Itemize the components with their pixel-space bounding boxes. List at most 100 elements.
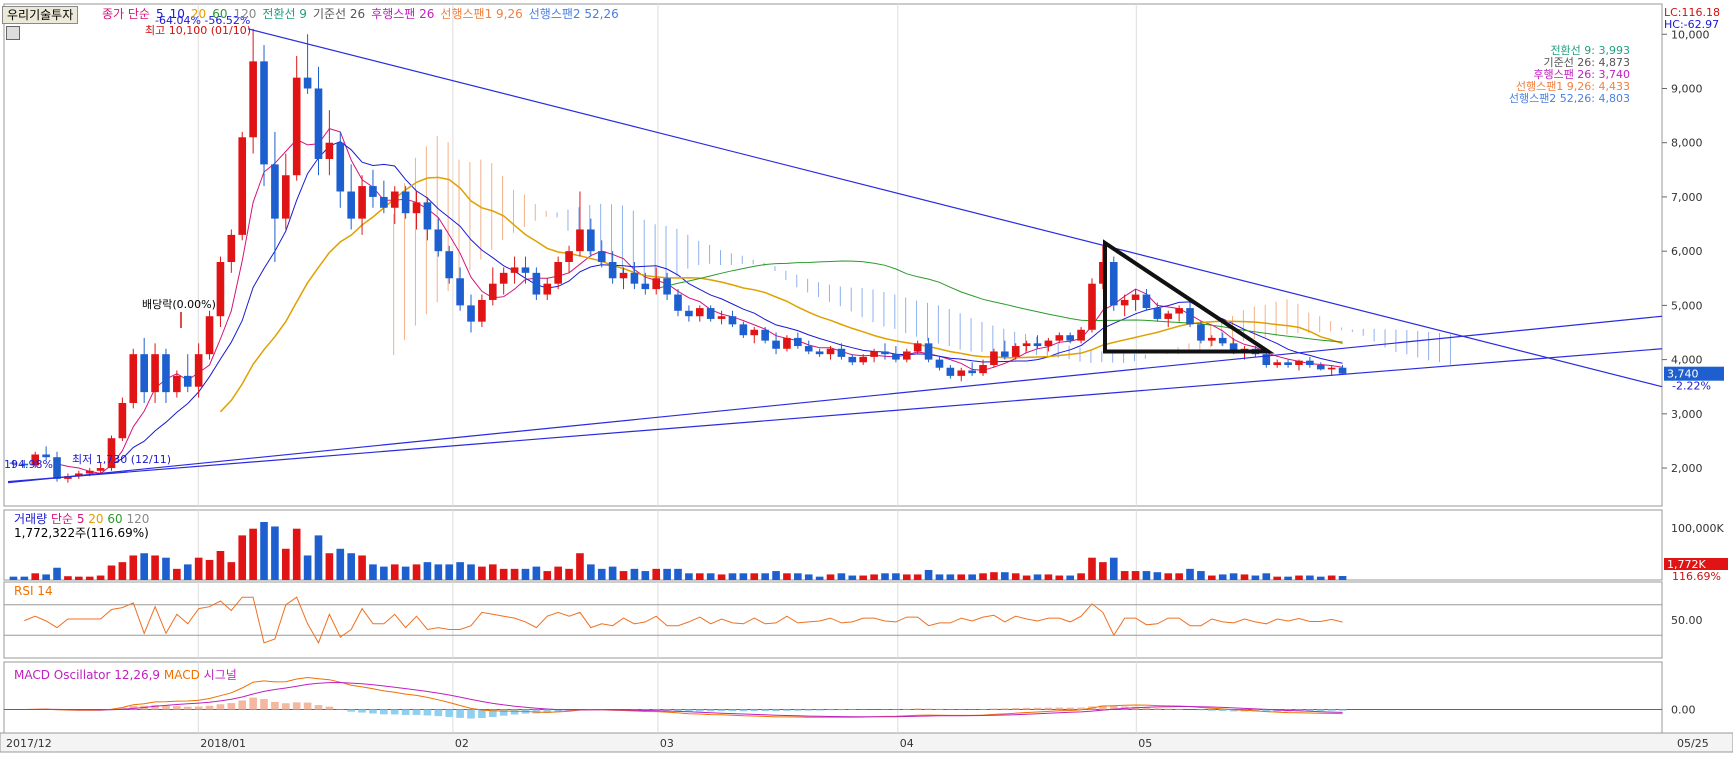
price-tick-label: 3,000 [1671, 408, 1703, 421]
macd-histogram-bar [1208, 709, 1216, 711]
candle-body [478, 299, 486, 322]
macd-histogram-bar [554, 709, 562, 712]
candle-body [64, 476, 72, 479]
volume-bar [815, 576, 824, 580]
ma60-line [656, 260, 1343, 343]
candle-body [902, 351, 911, 360]
candle-body [608, 262, 617, 279]
macd-histogram-bar [532, 709, 541, 714]
x-axis-label: 05/25 [1677, 737, 1709, 750]
volume-bar [761, 573, 769, 580]
candle-body [1044, 340, 1053, 347]
chart-settings-icon[interactable] [6, 26, 20, 40]
high-pct-annotation: -64.04% -56.52% [155, 14, 250, 27]
candle-body [31, 454, 40, 466]
candle-body [674, 294, 682, 311]
volume-bar [1327, 575, 1336, 580]
volume-legend-item: 20 [88, 512, 108, 526]
macd-histogram-bar [227, 703, 236, 710]
candle-body [706, 308, 715, 319]
candle-body [118, 402, 127, 439]
candle-body [739, 324, 748, 336]
volume-bar [1001, 572, 1009, 580]
macd-histogram-bar [358, 709, 366, 713]
dividend-annotation: 배당락(0.00%) [142, 298, 216, 311]
volume-bar [1153, 572, 1162, 580]
candle-body [1022, 343, 1031, 347]
candle-body [521, 267, 530, 273]
candle-body [1164, 313, 1173, 319]
volume-bar [772, 571, 780, 580]
macd-histogram-bar [325, 706, 334, 710]
candle-body [260, 61, 268, 165]
legend-item: 선행스팬1 9,26 [440, 7, 523, 21]
volume-bar [510, 568, 519, 580]
trend-line-up-1 [7, 348, 1663, 483]
candle-body [1088, 283, 1096, 330]
candle-body [107, 438, 116, 469]
volume-current-marker [1664, 558, 1728, 570]
candle-body [249, 61, 257, 138]
macd-histogram-bar [837, 709, 846, 711]
volume-bar [837, 573, 846, 580]
volume-current-pct: 116.69% [1672, 570, 1721, 583]
macd-histogram-bar [162, 705, 170, 710]
candle-body [946, 367, 955, 376]
low-pct-annotation: 194.98% [4, 458, 53, 471]
legend-item: 120 [233, 7, 257, 21]
volume-bar [216, 551, 225, 580]
legend-item: 60 [212, 7, 228, 21]
volume-bar [1055, 575, 1064, 580]
candle-body [1175, 308, 1183, 314]
volume-bar [271, 526, 279, 580]
volume-bar [1011, 573, 1020, 580]
macd-histogram-bar [695, 709, 704, 712]
volume-bar [467, 564, 475, 580]
macd-histogram-bar [1033, 707, 1042, 710]
volume-bar [499, 568, 508, 580]
volume-bar [347, 553, 355, 580]
macd-histogram-bar [1077, 707, 1085, 710]
macd-histogram-bar [1055, 707, 1064, 710]
volume-bar [401, 566, 410, 580]
candle-body [685, 310, 693, 317]
volume-bar [1088, 557, 1096, 580]
candle-body [1273, 362, 1281, 366]
volume-bar [1197, 571, 1205, 580]
volume-bar [1120, 571, 1129, 580]
macd-histogram-bar [1218, 709, 1227, 712]
volume-bar [804, 574, 813, 580]
macd-histogram-bar [412, 709, 421, 715]
macd-histogram-bar [390, 709, 399, 715]
current-price-marker [1664, 366, 1724, 381]
candle-body [281, 175, 290, 219]
candle-body [140, 354, 148, 393]
macd-histogram-bar [1273, 709, 1281, 712]
volume-bar [1251, 575, 1260, 580]
candle-body [271, 164, 279, 219]
volume-bar [1240, 574, 1249, 580]
legend-item: 기준선 26 [312, 7, 366, 21]
x-axis-label: 2018/01 [200, 737, 246, 750]
macd-histogram-bar [347, 709, 355, 712]
volume-bar [652, 568, 661, 580]
volume-bar [369, 564, 377, 580]
stock-name-label[interactable]: 우리기술투자 [2, 6, 79, 24]
candle-body [761, 329, 769, 341]
panel-frame-3 [3, 661, 1663, 734]
candle-body [990, 351, 998, 366]
candle-body [859, 356, 868, 363]
candle-body [303, 77, 312, 89]
candle-body [488, 283, 497, 300]
price-tick-label: 2,000 [1671, 462, 1703, 475]
candle-body [1011, 346, 1020, 357]
macd-histogram-bar [848, 709, 857, 711]
candle-body [1327, 367, 1336, 370]
x-axis-label: 02 [455, 737, 469, 750]
macd-histogram-bar [706, 709, 715, 712]
panel-frame-0 [3, 3, 1663, 507]
candle-body [390, 191, 399, 208]
volume-bar [1262, 573, 1271, 580]
